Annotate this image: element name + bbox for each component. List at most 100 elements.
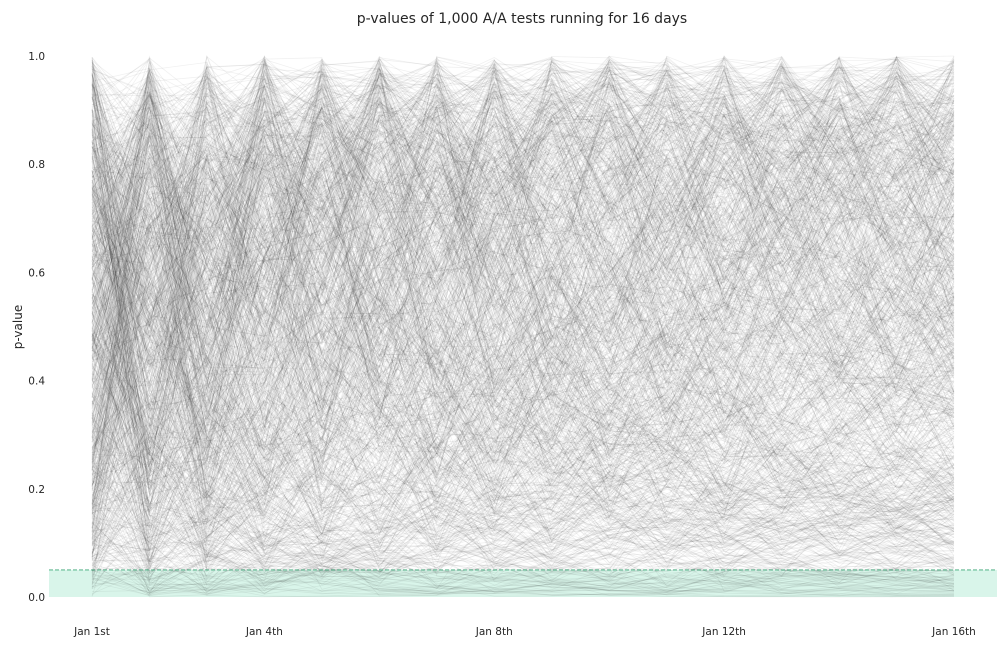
series-line — [91, 199, 955, 592]
series-line — [91, 109, 955, 592]
series-line — [91, 201, 955, 527]
series-line — [91, 105, 955, 525]
series-line — [91, 74, 955, 450]
series-line — [91, 432, 955, 593]
series-line — [91, 65, 955, 597]
series-line — [91, 406, 955, 580]
series-line — [91, 177, 955, 545]
series-line — [91, 77, 955, 409]
series-line — [91, 74, 955, 565]
series-line — [91, 96, 955, 566]
series-line — [91, 129, 955, 541]
series-line — [91, 266, 955, 594]
series-line — [91, 85, 955, 551]
series-line — [91, 89, 955, 529]
series-line — [91, 101, 955, 458]
series-line — [91, 358, 955, 577]
series-line — [91, 132, 955, 535]
series-line — [91, 83, 955, 475]
series-line — [91, 255, 955, 455]
series-line — [91, 173, 955, 548]
series-line — [91, 106, 955, 348]
series-line — [91, 65, 955, 364]
series-line — [91, 81, 955, 486]
series-line — [91, 73, 955, 595]
series-line — [91, 83, 955, 459]
series-line — [91, 219, 955, 595]
series-line — [91, 69, 955, 497]
series-line — [91, 250, 955, 557]
series-line — [91, 59, 955, 438]
series-line — [91, 82, 955, 477]
series-line — [91, 277, 955, 575]
series-line — [91, 57, 955, 589]
x-tick-label: Jan 16th — [931, 626, 976, 638]
series-line — [91, 70, 955, 454]
series-line — [91, 65, 955, 481]
series-line — [91, 68, 955, 489]
series-line — [91, 69, 955, 368]
series-line — [91, 59, 955, 514]
series-line — [91, 162, 955, 594]
series-line — [91, 57, 955, 562]
series-line — [91, 92, 955, 347]
series-line — [91, 124, 955, 512]
series-line — [91, 64, 955, 318]
series-line — [91, 62, 955, 526]
series-line — [91, 146, 955, 592]
series-line — [91, 264, 955, 580]
series-line — [91, 135, 955, 584]
series-line — [91, 136, 955, 587]
series-line — [91, 73, 955, 456]
series-line — [91, 478, 955, 596]
series-line — [91, 69, 955, 315]
series-line — [91, 120, 955, 487]
series-line — [91, 55, 955, 250]
series-line — [91, 353, 955, 560]
series-line — [91, 168, 955, 565]
x-tick-label: Jan 1st — [73, 626, 110, 638]
series-line — [91, 65, 955, 456]
series-line — [91, 66, 955, 340]
series-line — [91, 85, 955, 500]
series-line — [91, 61, 955, 499]
series-line — [91, 106, 955, 570]
series-line — [91, 307, 955, 510]
series-line — [91, 337, 955, 565]
series-line — [91, 66, 955, 388]
series-line — [91, 79, 955, 479]
series-line — [91, 58, 955, 386]
series-line — [91, 56, 955, 356]
series-line — [91, 61, 955, 581]
series-line — [91, 191, 955, 558]
series-line — [91, 314, 955, 564]
series-line — [91, 84, 955, 492]
series-line — [91, 80, 955, 536]
series-line — [91, 88, 955, 452]
series-line — [91, 76, 955, 574]
series-line — [91, 152, 955, 587]
series-line — [91, 58, 955, 507]
series-line — [91, 59, 955, 450]
series-line — [91, 150, 955, 478]
series-line — [91, 57, 955, 563]
series-line — [91, 145, 955, 593]
series-line — [91, 101, 955, 466]
series-line — [91, 172, 955, 546]
series-line — [91, 62, 955, 456]
series-line — [91, 316, 955, 563]
series-line — [91, 88, 955, 582]
series-line — [91, 59, 955, 389]
series-line — [91, 74, 955, 418]
series-line — [91, 64, 955, 552]
series-line — [91, 104, 955, 462]
series-line — [91, 100, 955, 477]
series-line — [91, 82, 955, 475]
series-line — [91, 143, 955, 572]
series-line — [91, 121, 955, 555]
series-line — [91, 75, 955, 575]
series-line — [91, 70, 955, 433]
series-line — [91, 67, 955, 454]
series-line — [91, 59, 955, 415]
series-line — [91, 68, 955, 566]
